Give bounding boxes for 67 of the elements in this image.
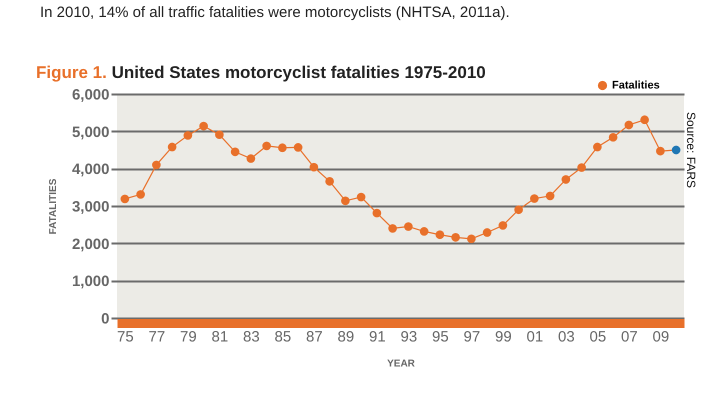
point xyxy=(436,230,444,240)
point xyxy=(608,132,618,142)
x-tick-label: 89 xyxy=(338,328,354,346)
x-tick-label: 07 xyxy=(621,328,638,346)
point xyxy=(278,143,287,152)
point xyxy=(482,228,492,237)
point xyxy=(184,131,192,140)
point xyxy=(530,194,539,203)
x-tick-label: 81 xyxy=(212,328,228,346)
point xyxy=(215,130,224,140)
x-tick-label: 75 xyxy=(117,328,134,346)
x-tick-label: 79 xyxy=(180,328,197,346)
x-tick-label: 83 xyxy=(243,328,260,346)
x-tick-label: 05 xyxy=(590,328,606,346)
y-tick-label: 2,000 xyxy=(72,236,110,253)
point xyxy=(325,177,334,186)
chart-title: Figure 1. United States motorcyclist fatalities 1975-2010 xyxy=(36,63,486,83)
text: In 2010, 14% of all traffic fatalities were motorcyclists (NHTSA, 2011a). xyxy=(40,4,510,21)
point xyxy=(136,190,145,199)
y-tick-label: 1,000 xyxy=(72,273,110,290)
point xyxy=(656,146,665,156)
y-tick-label: 3,000 xyxy=(72,198,110,216)
x-axis-title: YEAR xyxy=(387,358,416,370)
point xyxy=(593,142,602,152)
x-tick-label: 03 xyxy=(558,328,575,346)
x-tick-label: 93 xyxy=(400,328,418,346)
point xyxy=(467,234,476,244)
point xyxy=(168,142,176,152)
y-axis-title: FATALITIES xyxy=(48,178,59,234)
y-tick-label: 0 xyxy=(101,310,110,328)
point xyxy=(388,224,397,233)
point xyxy=(624,120,634,130)
point xyxy=(451,233,460,242)
x-tick-label: 91 xyxy=(369,328,386,346)
point xyxy=(672,146,680,154)
point xyxy=(546,192,554,200)
x-tick-label: 09 xyxy=(652,328,670,346)
point xyxy=(372,208,382,218)
x-tick-label: 99 xyxy=(495,328,512,346)
point xyxy=(262,142,271,150)
point xyxy=(341,196,350,206)
point xyxy=(199,122,208,130)
x-tick-label: 95 xyxy=(432,328,449,346)
point xyxy=(577,163,586,172)
x-tick-label: 87 xyxy=(306,328,323,346)
legend-label: Fatalities xyxy=(612,80,660,92)
annotation: Source: FARS xyxy=(684,112,698,188)
point xyxy=(152,160,161,170)
point xyxy=(420,227,428,236)
x-tick-label: 97 xyxy=(464,328,480,346)
point xyxy=(498,221,508,230)
point xyxy=(514,205,523,214)
y-tick-label: 6,000 xyxy=(72,86,110,104)
y-tick-label: 4,000 xyxy=(72,161,110,178)
x-tick-label: 85 xyxy=(274,328,292,346)
point xyxy=(120,194,130,204)
point xyxy=(230,148,240,156)
point xyxy=(310,162,318,172)
x-tick-label: 77 xyxy=(148,328,166,346)
point xyxy=(562,175,570,184)
point xyxy=(640,115,649,124)
point xyxy=(356,192,366,202)
y-tick-label: 5,000 xyxy=(72,124,110,141)
point xyxy=(404,222,413,231)
x-tick-label: 01 xyxy=(526,328,544,346)
point xyxy=(294,143,302,152)
point xyxy=(246,154,256,163)
